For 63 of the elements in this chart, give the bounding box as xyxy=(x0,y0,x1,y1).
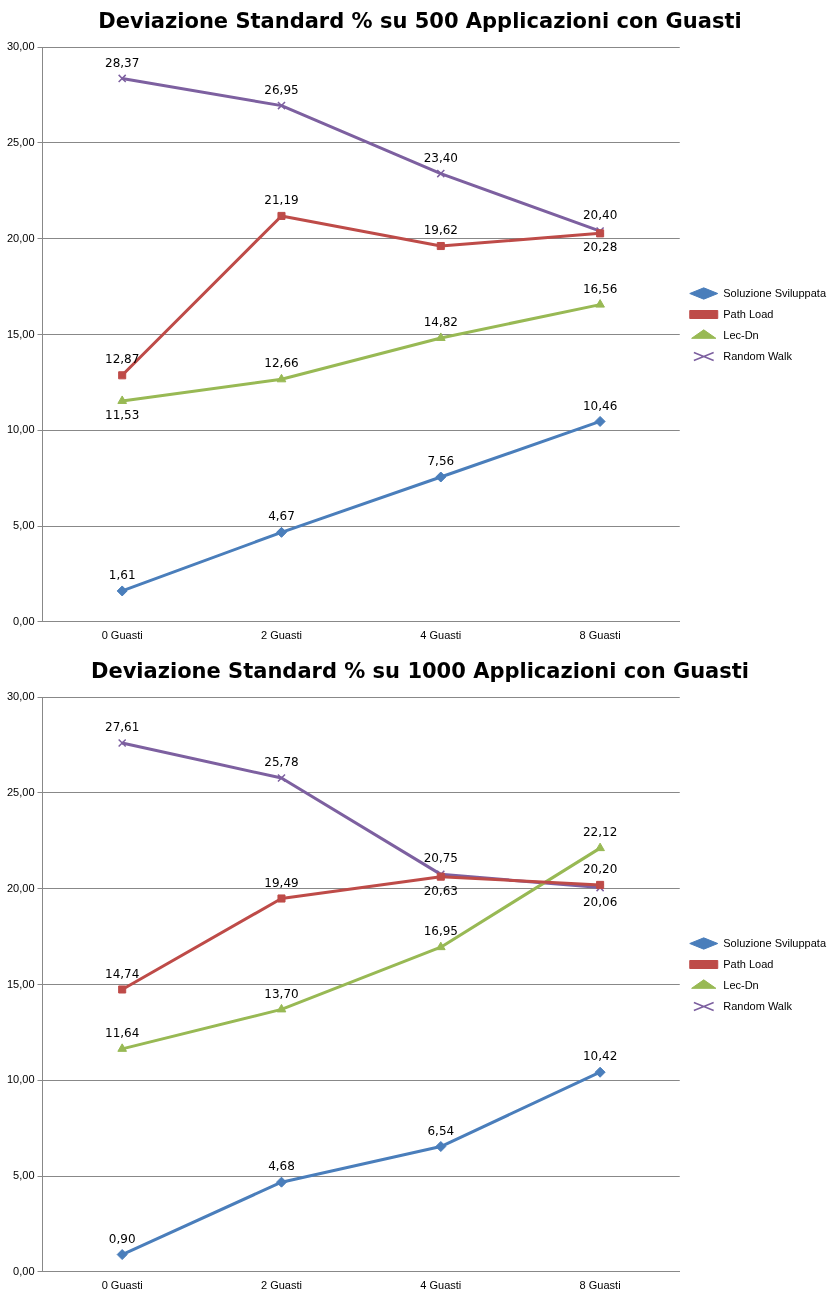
legend-label: Random Walk xyxy=(723,999,793,1012)
data-label: 16,95 xyxy=(423,924,458,939)
legend-label: Soluzione Sviluppata xyxy=(723,286,827,299)
x-tick-label: 8 Guasti xyxy=(579,629,621,642)
data-label: 25,78 xyxy=(264,755,299,770)
data-label: 20,63 xyxy=(423,883,458,898)
data-label: 20,20 xyxy=(582,862,618,877)
data-label: 20,40 xyxy=(582,208,618,223)
data-label: 4,67 xyxy=(268,509,295,524)
y-tick-label: 0,00 xyxy=(13,614,35,627)
data-label: 26,95 xyxy=(264,82,299,97)
y-tick-label: 20,00 xyxy=(7,231,35,244)
data-label: 10,46 xyxy=(582,398,618,413)
y-tick-label: 15,00 xyxy=(7,977,35,990)
y-tick-label: 20,00 xyxy=(7,881,35,894)
legend-label: Path Load xyxy=(723,307,774,320)
y-tick-label: 0,00 xyxy=(13,1264,35,1277)
y-tick-label: 15,00 xyxy=(7,327,35,340)
y-tick-label: 25,00 xyxy=(7,786,35,798)
y-tick-label: 30,00 xyxy=(7,40,35,53)
data-label: 7,56 xyxy=(427,454,455,469)
data-label: 21,19 xyxy=(264,193,299,208)
y-tick-label: 10,00 xyxy=(7,1073,35,1086)
data-label: 10,42 xyxy=(582,1049,618,1064)
data-label: 6,54 xyxy=(427,1123,455,1138)
data-label: 4,68 xyxy=(268,1159,295,1174)
data-label: 11,53 xyxy=(105,408,140,423)
x-tick-label: 4 Guasti xyxy=(420,1279,462,1292)
legend-label: Random Walk xyxy=(723,349,793,362)
data-label: 11,64 xyxy=(105,1025,140,1040)
data-label: 20,28 xyxy=(582,240,618,255)
data-label: 14,74 xyxy=(105,966,140,981)
data-label: 23,40 xyxy=(423,150,458,165)
legend-label: Path Load xyxy=(723,957,774,970)
y-tick-label: 5,00 xyxy=(13,519,35,532)
y-tick-label: 5,00 xyxy=(13,1169,35,1182)
chart-title: Deviazione Standard % su 1000 Applicazioni con Guasti xyxy=(90,659,750,684)
data-label: 12,66 xyxy=(264,356,299,371)
data-label: 28,37 xyxy=(105,55,140,70)
x-tick-label: 0 Guasti xyxy=(101,1279,143,1292)
x-tick-label: 4 Guasti xyxy=(420,629,462,642)
data-label: 27,61 xyxy=(105,720,140,735)
data-label: 16,56 xyxy=(582,281,618,296)
y-tick-label: 25,00 xyxy=(7,136,35,148)
legend-label: Lec-Dn xyxy=(723,328,759,341)
data-label: 0,90 xyxy=(108,1231,136,1246)
y-tick-label: 30,00 xyxy=(7,690,35,703)
data-label: 13,70 xyxy=(264,986,299,1001)
y-tick-label: 10,00 xyxy=(7,423,35,436)
legend-label: Soluzione Sviluppata xyxy=(723,936,827,949)
data-label: 19,49 xyxy=(264,875,299,890)
legend-label: Lec-Dn xyxy=(723,978,759,991)
data-label: 20,06 xyxy=(582,894,618,909)
x-tick-label: 2 Guasti xyxy=(261,1279,302,1292)
x-tick-label: 2 Guasti xyxy=(261,629,302,642)
x-tick-label: 8 Guasti xyxy=(579,1279,621,1292)
data-label: 22,12 xyxy=(582,825,618,840)
chart-title: Deviazione Standard % su 500 Applicazioni con Guasti xyxy=(98,9,742,34)
x-tick-label: 0 Guasti xyxy=(101,629,143,642)
data-label: 20,75 xyxy=(423,851,458,866)
data-label: 19,62 xyxy=(423,223,458,238)
data-label: 1,61 xyxy=(108,568,136,583)
data-label: 14,82 xyxy=(423,315,458,330)
